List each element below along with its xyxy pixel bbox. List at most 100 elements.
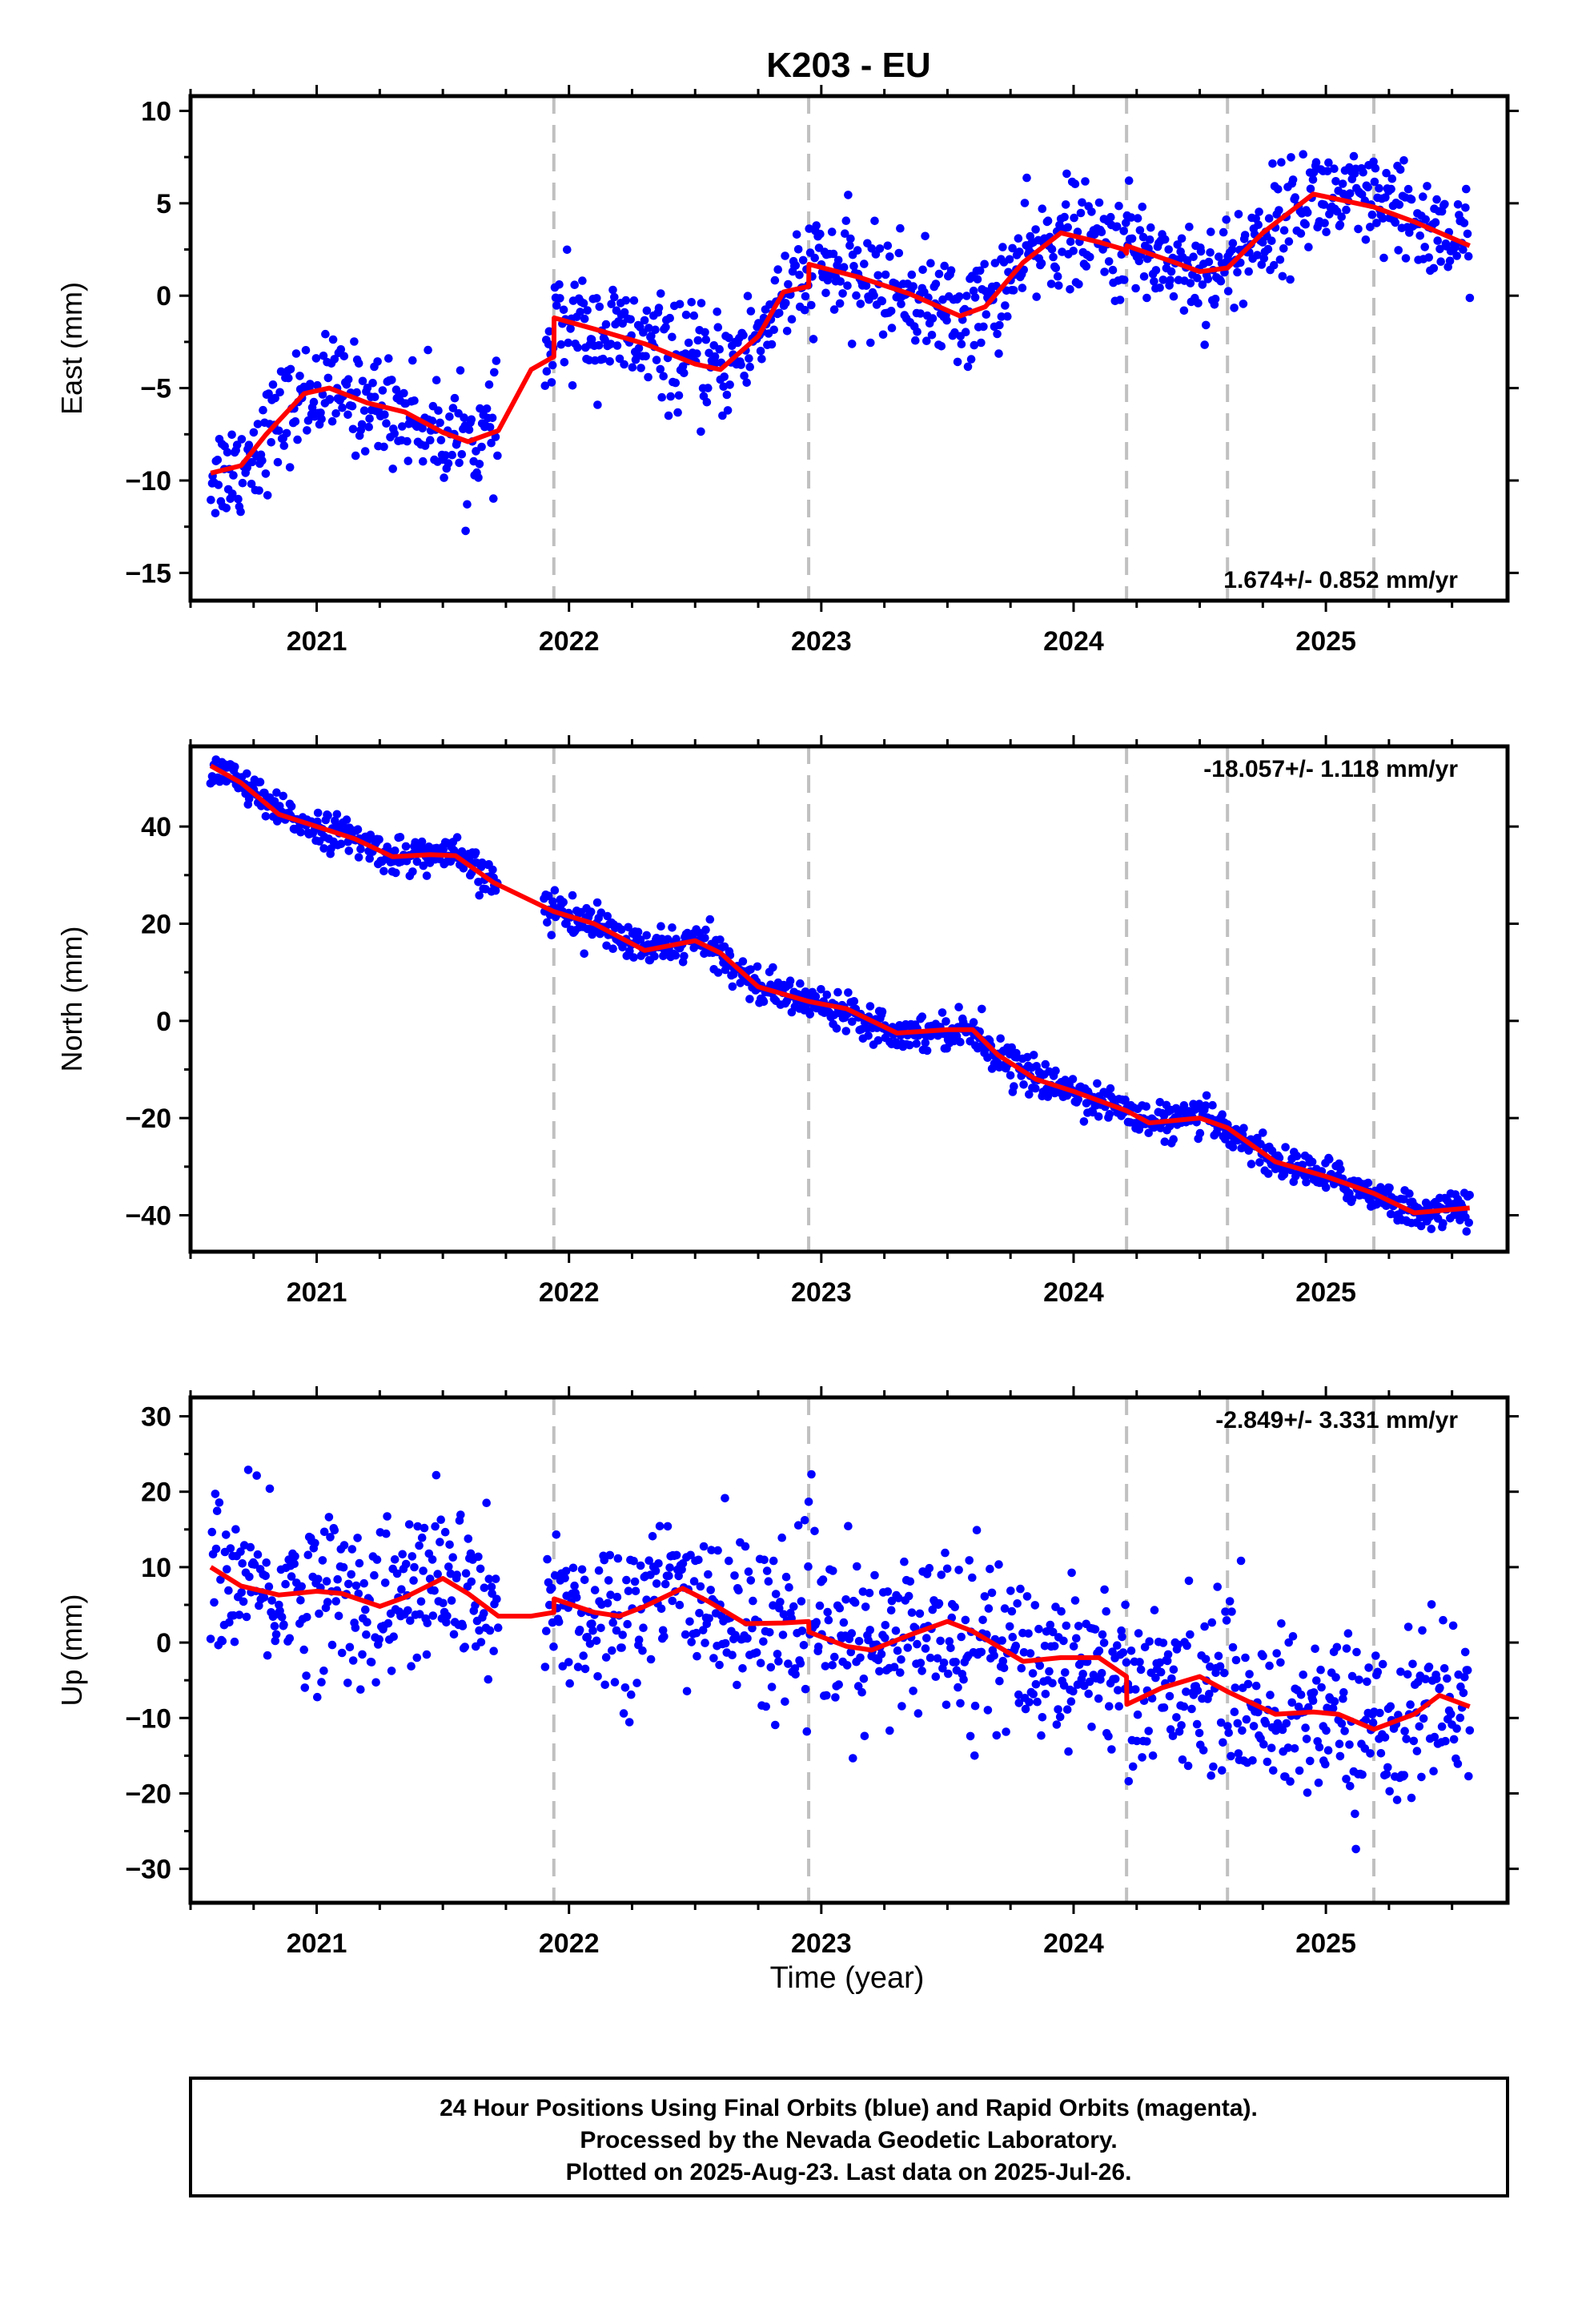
data-point <box>1074 1622 1083 1630</box>
data-point <box>1379 253 1388 263</box>
data-point <box>1459 1688 1468 1698</box>
data-point <box>877 296 887 306</box>
data-point <box>425 1574 435 1583</box>
data-point <box>263 491 272 500</box>
data-point <box>319 1527 329 1537</box>
data-point <box>1144 1727 1153 1735</box>
data-point <box>285 463 295 472</box>
panel-east: −15 −10 −5 0 5 10 2021 2022 2023 2024 2025 East (mm… <box>55 85 1519 657</box>
data-point <box>741 1542 750 1551</box>
data-point <box>482 1498 491 1507</box>
data-points <box>207 150 1475 536</box>
data-point <box>265 1484 275 1494</box>
data-point <box>1379 214 1387 223</box>
data-point <box>214 480 223 489</box>
data-point <box>1401 254 1411 263</box>
data-point <box>707 1546 716 1554</box>
data-point <box>391 868 400 878</box>
data-point <box>580 314 589 324</box>
data-point <box>594 1566 604 1575</box>
data-point <box>1014 1699 1024 1707</box>
data-point <box>998 1656 1008 1666</box>
data-point <box>336 839 346 849</box>
data-point <box>1462 1227 1472 1236</box>
data-point <box>632 1679 641 1687</box>
data-point <box>1076 208 1086 218</box>
data-point <box>891 1626 901 1635</box>
data-point <box>263 1651 272 1660</box>
data-point <box>1311 1644 1319 1654</box>
data-point <box>476 1638 486 1647</box>
data-point <box>957 340 966 349</box>
data-point <box>875 244 885 253</box>
data-point <box>440 473 448 482</box>
data-point <box>347 401 357 411</box>
data-point <box>552 301 561 310</box>
data-point <box>1281 1143 1290 1152</box>
data-point <box>302 1671 311 1680</box>
data-point <box>1268 159 1277 168</box>
data-point <box>568 381 577 390</box>
data-point <box>1335 220 1345 229</box>
data-point <box>934 1598 944 1608</box>
data-point <box>1370 177 1379 187</box>
data-point <box>286 364 295 374</box>
data-point <box>1011 1641 1021 1651</box>
data-point <box>1263 244 1273 254</box>
data-point <box>380 1578 390 1587</box>
data-point <box>487 438 496 448</box>
data-point <box>382 419 391 428</box>
data-point <box>1240 231 1250 239</box>
data-point <box>1155 283 1164 292</box>
data-point <box>1174 1640 1182 1649</box>
data-point <box>378 386 387 395</box>
data-point <box>706 1586 715 1594</box>
data-point <box>606 340 616 348</box>
data-point <box>1363 1178 1373 1188</box>
x-tick-label: 2023 <box>791 1277 852 1308</box>
data-point <box>1236 1556 1246 1566</box>
data-point <box>542 1626 551 1635</box>
data-point <box>612 341 622 350</box>
data-point <box>239 1597 248 1606</box>
data-point <box>1448 1621 1458 1630</box>
data-point <box>836 277 845 286</box>
data-point <box>440 1527 450 1537</box>
data-point <box>223 448 232 457</box>
data-point <box>922 1634 931 1642</box>
data-point <box>861 281 871 291</box>
data-point <box>330 355 339 364</box>
data-point <box>954 1683 962 1692</box>
data-point <box>1142 1102 1150 1111</box>
data-point <box>764 1577 773 1586</box>
data-point <box>921 1644 930 1653</box>
data-point <box>1301 219 1310 229</box>
data-point <box>922 1046 932 1055</box>
data-point <box>1357 190 1367 199</box>
data-point <box>828 1661 837 1670</box>
data-point <box>1423 182 1431 191</box>
data-point <box>1461 203 1470 212</box>
data-point <box>1309 1688 1319 1697</box>
data-point <box>207 496 215 505</box>
data-point <box>357 420 367 429</box>
data-point <box>1113 1641 1122 1650</box>
data-point <box>886 1606 896 1615</box>
data-point <box>615 354 624 364</box>
data-point <box>1230 1707 1239 1716</box>
data-point <box>907 1608 917 1617</box>
y-tick-label: 0 <box>156 281 171 312</box>
data-point <box>1464 1218 1473 1228</box>
data-point <box>253 420 263 428</box>
data-point <box>1325 210 1334 219</box>
data-point <box>1038 204 1047 213</box>
data-point <box>460 1642 469 1651</box>
data-point <box>296 1596 305 1605</box>
data-point <box>721 1494 729 1503</box>
data-point <box>1387 174 1397 183</box>
data-point <box>484 1574 494 1583</box>
data-point <box>1216 1718 1226 1727</box>
data-point <box>492 1594 501 1603</box>
data-point <box>601 320 611 329</box>
data-point <box>1145 235 1154 244</box>
